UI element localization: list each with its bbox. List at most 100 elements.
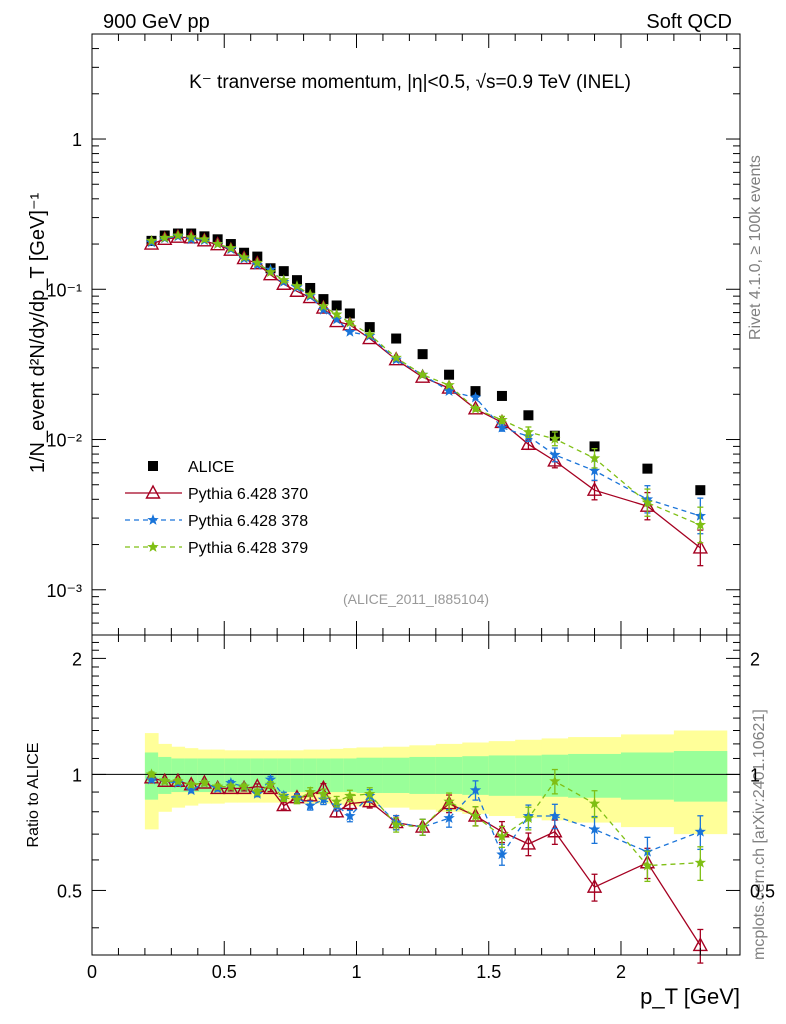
uncertainty-band-stat [277, 758, 291, 793]
alice-point [291, 275, 302, 286]
pythia-6-428-370-ratio-point [328, 803, 345, 818]
y-tick-label: 10⁻¹ [46, 280, 82, 300]
pythia-6-428-379-ratio-point [291, 793, 303, 805]
alice-point [344, 308, 355, 319]
rivet-version-label: Rivet 4.1.0, ≥ 100k events [747, 155, 764, 340]
alice-point [470, 386, 481, 397]
uncertainty-band-stat [343, 758, 357, 793]
pythia-6-428-370-ratio-point [362, 793, 378, 808]
pythia-6-428-370-point [547, 452, 563, 467]
pythia-6-428-378-point [317, 303, 330, 315]
mcplots-label: mcplots.cern.ch [arXiv:2401.10621] [751, 709, 768, 960]
header-left: 900 GeV pp [103, 11, 210, 33]
uncertainty-band-stat [303, 758, 318, 793]
uncertainty-band-stat [673, 751, 728, 802]
alice-point [318, 294, 329, 305]
pythia-6-428-378-ratio-point [185, 784, 197, 796]
pythia-6-428-379-ratio-point [443, 795, 455, 807]
pythia-6-428-379-point [641, 496, 654, 508]
pythia-6-428-379-ratio-point [211, 780, 224, 792]
x-tick-label: 1 [351, 962, 361, 982]
alice-point [496, 390, 507, 401]
pythia-6-428-378-ratio-point [443, 812, 455, 823]
pythia-6-428-379-ratio-point [469, 810, 482, 821]
x-tick-label: 2 [616, 962, 626, 982]
pythia-6-428-379-ratio-point [496, 830, 508, 842]
uncertainty-band-stat [330, 758, 344, 793]
pythia-6-428-378-ratio-point [496, 848, 508, 860]
pythia-6-428-379-ratio-point [344, 789, 356, 801]
pythia-6-428-379-ratio-line [151, 773, 701, 867]
pythia-6-428-378-ratio-point [588, 823, 601, 835]
pythia-6-428-370-ratio-point [586, 878, 603, 893]
pythia-6-428-370-point [362, 330, 378, 345]
pythia-6-428-378-point [588, 464, 601, 476]
pythia-6-428-379-point [549, 432, 561, 444]
y-tick-label: 10⁻³ [46, 581, 82, 601]
pythia-6-428-378-ratio-point [694, 825, 706, 837]
pythia-6-428-379-ratio-point [416, 821, 429, 832]
alice-point [391, 333, 402, 344]
pythia-6-428-379-point [251, 256, 263, 268]
ratio-y-tick-label-right: 1 [750, 765, 760, 785]
pythia-6-428-378-ratio-point [344, 810, 356, 821]
x-tick-label: 0.5 [212, 962, 237, 982]
pythia-6-428-379-point [317, 300, 330, 312]
pythia-6-428-379-point [344, 316, 356, 328]
pythia-6-428-379-ratio-point [549, 775, 561, 787]
pythia-6-428-379-point [198, 233, 211, 245]
pythia-6-428-370-point [520, 435, 537, 450]
pythia-6-428-370-point [692, 539, 709, 554]
pythia-6-428-379-point [390, 351, 402, 363]
pythia-6-428-379-point [496, 413, 508, 425]
pythia-6-428-370-ratio-point [276, 797, 292, 812]
pythia-6-428-379-point [469, 402, 482, 414]
pythia-6-428-379-ratio-point [198, 777, 211, 788]
ratio-frame [91, 634, 741, 956]
pythia-6-428-379-ratio-point [364, 787, 376, 799]
pythia-6-428-379-point [185, 231, 197, 243]
legend-label-pythia-6-428-379: Pythia 6.428 379 [188, 540, 308, 557]
pythia-6-428-370-point [586, 481, 603, 496]
pythia-6-428-378-ratio-point [304, 799, 316, 811]
alice-point [642, 463, 653, 474]
pythia-6-428-379-point [225, 242, 237, 253]
x-tick-label: 0 [87, 962, 97, 982]
pythia-6-428-379-ratio-point [694, 856, 706, 868]
alice-point [695, 485, 706, 496]
ratio-y-axis-label: Ratio to ALICE [25, 743, 42, 848]
header-right: Soft QCD [646, 11, 732, 33]
uncertainty-band-stat [316, 758, 331, 793]
y-tick-label: 10⁻² [46, 431, 82, 451]
pythia-6-428-379-point [211, 238, 224, 249]
analysis-tag: (ALICE_2011_I885104) [343, 591, 489, 607]
pythia-6-428-379-ratio-point [390, 818, 402, 830]
pythia-6-428-370-point [143, 235, 160, 250]
pythia-6-428-379-ratio-point [225, 780, 237, 792]
pythia-6-428-379-ratio-point [278, 791, 290, 803]
pythia-6-428-379-ratio-point [304, 786, 316, 797]
legend-label-pythia-6-428-370: Pythia 6.428 370 [188, 486, 308, 503]
alice-point [523, 410, 534, 421]
ratio-y-tick-label: 0.5 [57, 881, 82, 901]
ratio-y-tick-label: 1 [72, 765, 82, 785]
pythia-6-428-378-point [549, 448, 561, 460]
pythia-6-428-379-point [238, 251, 250, 263]
uncertainty-band-stat [515, 755, 543, 796]
alice-point [444, 369, 455, 380]
pythia-6-428-379-ratio-point [145, 768, 158, 780]
ratio-data-layer [92, 730, 740, 964]
alice-point [417, 349, 428, 360]
pythia-6-428-370-point [328, 313, 345, 328]
pythia-6-428-379-line [151, 234, 701, 526]
ratio-y-tick-label-right: 2 [750, 649, 760, 669]
main-axis-ticks: 10⁻³ 10⁻² 10⁻¹ 1 [46, 33, 740, 649]
uncertainty-band-stat [620, 752, 675, 800]
pythia-6-428-370-ratio-point [342, 795, 358, 810]
alice-point [278, 266, 289, 277]
pythia-6-428-379-point [145, 234, 158, 246]
uncertainty-band-stat [488, 755, 516, 796]
main-panel: 10⁻³ 10⁻² 10⁻¹ 1 K⁻ tranverse momentum, |η|… [27, 33, 741, 649]
pythia-6-428-379-point [330, 308, 343, 320]
